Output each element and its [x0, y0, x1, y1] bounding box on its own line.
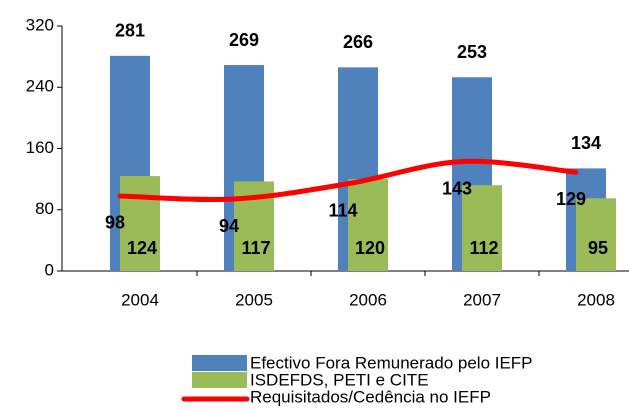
- bar: [576, 198, 616, 271]
- x-tick-label: 2007: [463, 290, 501, 309]
- data-label: 112: [469, 238, 498, 258]
- legend-label: ISDEFDS, PETI e CITE: [250, 370, 429, 389]
- data-label: 94: [219, 216, 239, 236]
- data-label: 124: [127, 238, 157, 258]
- data-label: 269: [229, 30, 259, 50]
- data-label: 266: [343, 32, 373, 52]
- x-tick-label: 2008: [577, 290, 615, 309]
- data-label: 143: [442, 178, 472, 198]
- data-label: 134: [571, 133, 601, 153]
- data-label: 98: [105, 213, 125, 233]
- legend-swatch: [192, 355, 247, 371]
- y-tick-label: 80: [35, 199, 54, 218]
- y-tick-label: 160: [26, 138, 54, 157]
- data-label: 129: [556, 189, 586, 209]
- bar: [348, 179, 388, 271]
- data-label: 117: [241, 238, 270, 258]
- bar: [462, 185, 502, 271]
- legend-label: Efectivo Fora Remunerado pelo IEFP: [250, 353, 533, 372]
- data-label: 114: [328, 200, 357, 220]
- y-tick-label: 0: [45, 260, 54, 279]
- legend-swatch: [192, 372, 247, 388]
- x-tick-label: 2005: [235, 290, 273, 309]
- y-tick-label: 320: [26, 15, 54, 34]
- data-label: 120: [355, 238, 385, 258]
- x-tick-label: 2004: [121, 290, 159, 309]
- data-label: 253: [457, 42, 487, 62]
- bar: [120, 176, 160, 271]
- x-tick-label: 2006: [349, 290, 387, 309]
- data-label: 95: [588, 238, 608, 258]
- legend-label: Requisitados/Cedência no IEFP: [250, 387, 491, 406]
- line: [117, 158, 579, 203]
- data-label: 281: [115, 21, 145, 41]
- y-tick-label: 240: [26, 77, 54, 96]
